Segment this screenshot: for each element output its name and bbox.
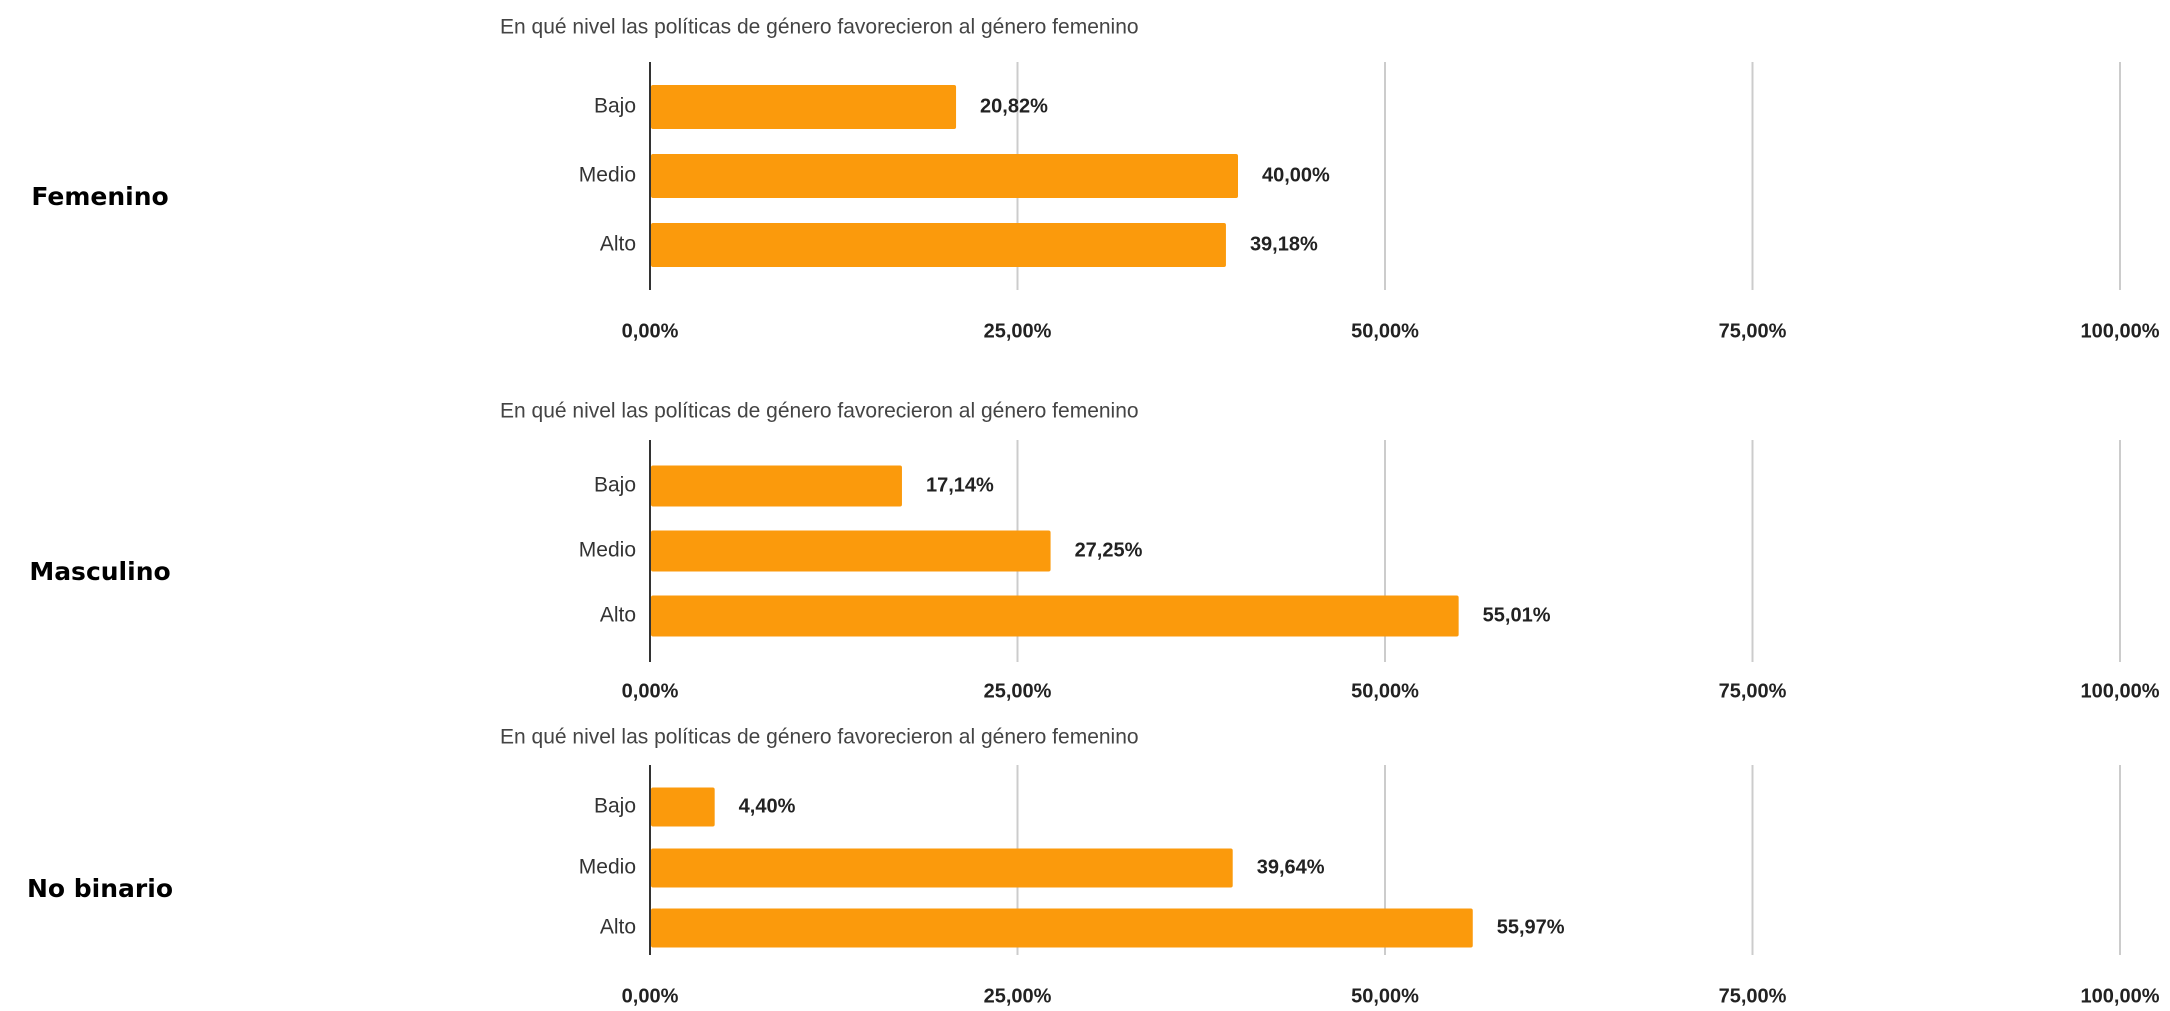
- bar: [651, 595, 1459, 637]
- bar: [651, 223, 1226, 267]
- value-label: 39,18%: [1250, 233, 1318, 255]
- chart-title: En qué nivel las políticas de género fav…: [500, 400, 1139, 423]
- bar: [651, 465, 902, 507]
- group-label: Femenino: [31, 182, 168, 211]
- group-label: No binario: [27, 874, 173, 903]
- x-tick-label: 25,00%: [984, 680, 1052, 702]
- category-label: Alto: [600, 233, 636, 256]
- value-label: 55,97%: [1497, 916, 1565, 938]
- x-tick-label: 25,00%: [984, 985, 1052, 1007]
- category-label: Alto: [600, 604, 636, 627]
- x-tick-label: 100,00%: [2081, 985, 2160, 1007]
- value-label: 20,82%: [980, 95, 1048, 117]
- x-tick-label: 50,00%: [1351, 320, 1419, 342]
- value-label: 40,00%: [1262, 164, 1330, 186]
- bar: [651, 908, 1473, 948]
- value-label: 55,01%: [1483, 604, 1551, 626]
- x-tick-label: 100,00%: [2081, 320, 2160, 342]
- bar: [651, 787, 715, 827]
- x-tick-label: 0,00%: [622, 985, 679, 1007]
- x-tick-label: 25,00%: [984, 320, 1052, 342]
- category-label: Medio: [579, 539, 636, 562]
- x-tick-label: 75,00%: [1719, 985, 1787, 1007]
- x-tick-label: 50,00%: [1351, 985, 1419, 1007]
- category-label: Bajo: [594, 95, 636, 118]
- value-label: 4,40%: [739, 795, 796, 817]
- chart-title: En qué nivel las políticas de género fav…: [500, 726, 1139, 749]
- category-label: Bajo: [594, 474, 636, 497]
- category-label: Medio: [579, 164, 636, 187]
- value-label: 27,25%: [1075, 539, 1143, 561]
- group-label: Masculino: [29, 557, 170, 586]
- x-tick-label: 100,00%: [2081, 680, 2160, 702]
- value-label: 39,64%: [1257, 856, 1325, 878]
- chart-title: En qué nivel las políticas de género fav…: [500, 16, 1139, 39]
- x-tick-label: 0,00%: [622, 320, 679, 342]
- x-tick-label: 75,00%: [1719, 320, 1787, 342]
- x-tick-label: 0,00%: [622, 680, 679, 702]
- category-label: Medio: [579, 856, 636, 879]
- value-label: 17,14%: [926, 474, 994, 496]
- bar: [651, 848, 1233, 888]
- x-tick-label: 50,00%: [1351, 680, 1419, 702]
- category-label: Alto: [600, 916, 636, 939]
- bar: [651, 530, 1051, 572]
- bar: [651, 154, 1238, 198]
- x-tick-label: 75,00%: [1719, 680, 1787, 702]
- bar: [651, 85, 957, 129]
- category-label: Bajo: [594, 795, 636, 818]
